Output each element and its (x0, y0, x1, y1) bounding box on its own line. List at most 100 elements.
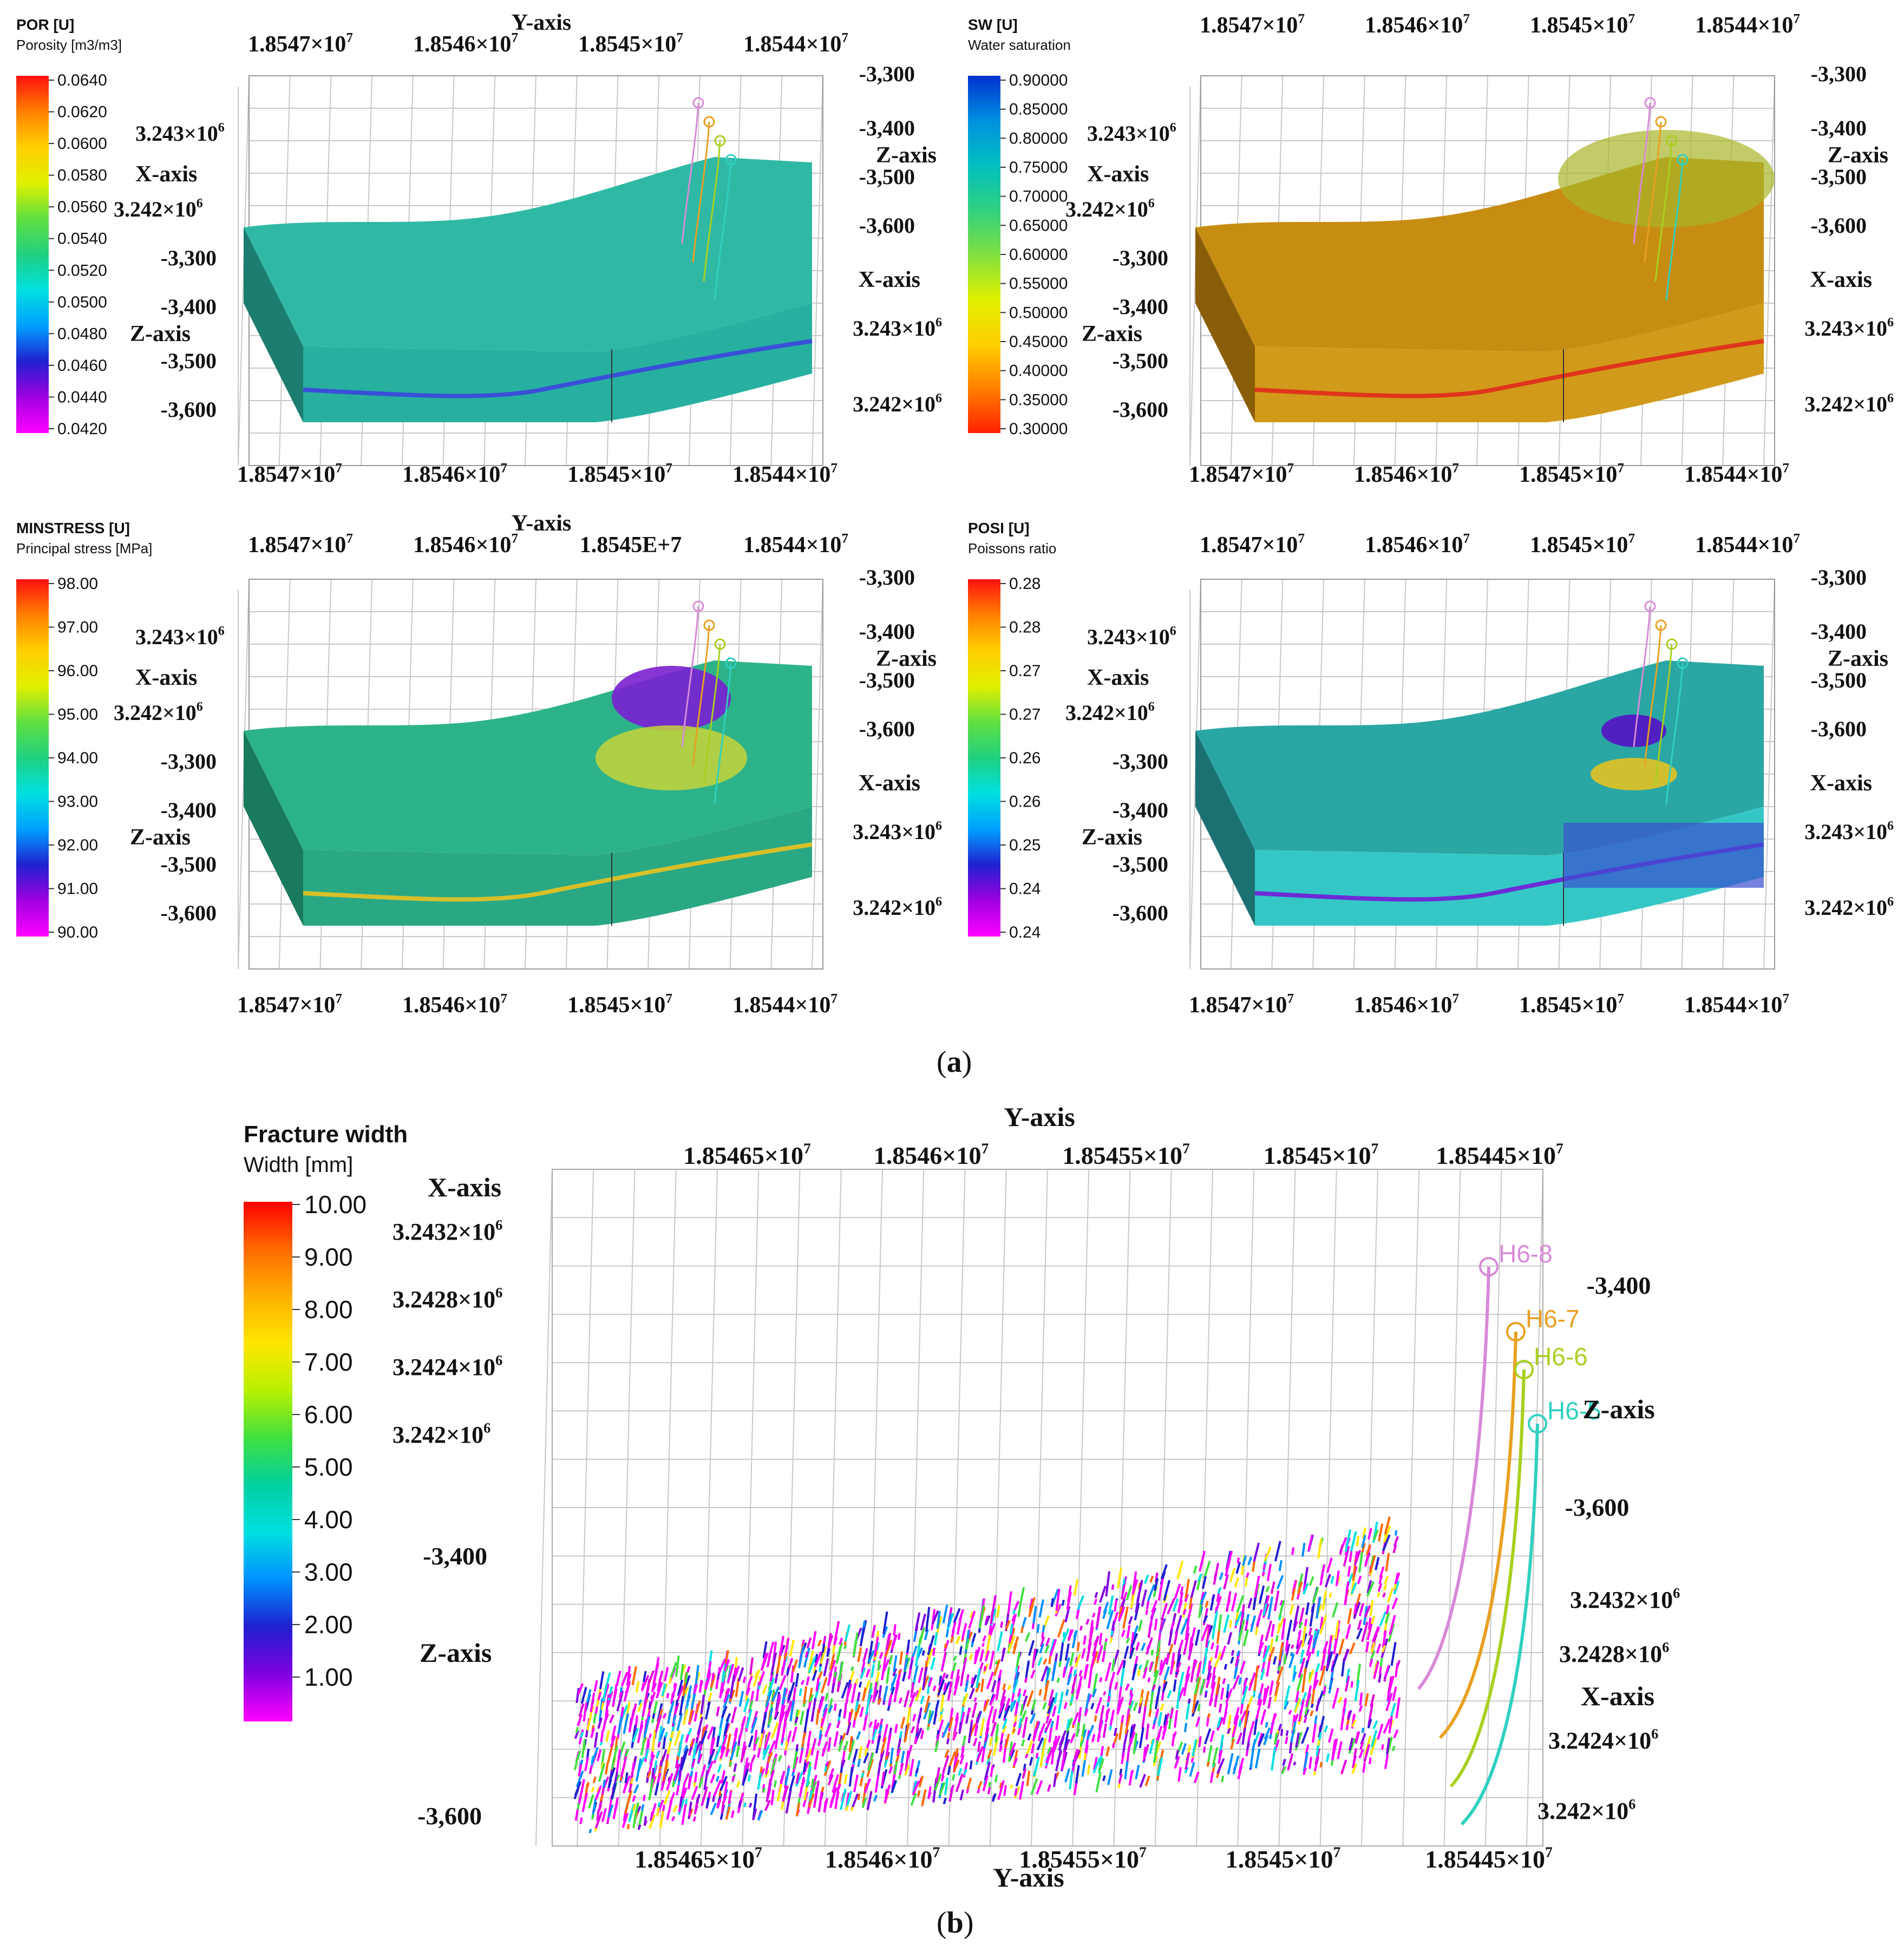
fracture-segment (779, 1773, 785, 1784)
fracture-segment (1123, 1646, 1129, 1659)
fracture-segment (859, 1706, 864, 1718)
fracture-segment (829, 1653, 835, 1670)
fracture-segment (882, 1611, 888, 1634)
fracture-segment (1375, 1557, 1380, 1570)
fracture-segment (1179, 1672, 1185, 1687)
fracture-segment (1009, 1623, 1013, 1635)
fracture-segment (1314, 1748, 1321, 1765)
fracture-segment (591, 1698, 594, 1705)
fracture-segment (1302, 1583, 1309, 1595)
fracture-segment (1203, 1560, 1211, 1579)
fracture-segment (1076, 1675, 1083, 1694)
fracture-segment (1175, 1615, 1182, 1634)
fracture-segment (577, 1683, 584, 1694)
fracture-segment (710, 1739, 714, 1753)
fracture-segment (685, 1734, 690, 1743)
fracture-segment (673, 1730, 681, 1746)
fracture-segment (1194, 1629, 1200, 1646)
fracture-segment (1210, 1642, 1215, 1650)
z-tick-right: -3,600 (1565, 1494, 1630, 1521)
well-trajectory (692, 121, 710, 263)
z-axis-title-left: Z-axis (1082, 825, 1142, 850)
fracture-segment (986, 1671, 994, 1689)
fracture-segment (1285, 1736, 1288, 1744)
y-tick-top: 1.8547×107 (248, 30, 353, 57)
fracture-segment (1180, 1618, 1189, 1635)
well-trajectory (692, 625, 710, 767)
fracture-segment (1154, 1577, 1159, 1591)
fracture-segment (659, 1811, 664, 1829)
fracture-segment (583, 1702, 587, 1722)
fracture-segment (1303, 1767, 1307, 1776)
fracture-segment (1044, 1644, 1050, 1653)
fracture-segment (1267, 1697, 1272, 1709)
fracture-segment (1276, 1575, 1284, 1589)
fracture-segment (1116, 1567, 1123, 1589)
fracture-segment (668, 1776, 671, 1782)
fracture-segment (1267, 1646, 1275, 1662)
fracture-segment (893, 1680, 899, 1702)
model-top-surface (244, 157, 812, 352)
y-axis-title: Y-axis (512, 511, 571, 536)
fracture-segment (1104, 1715, 1109, 1723)
fracture-segment (753, 1669, 761, 1687)
z-tick-right: -3,300 (1811, 565, 1867, 590)
fracture-segment (1331, 1653, 1339, 1672)
fracture-segment (612, 1684, 618, 1707)
fracture-segment (692, 1816, 697, 1822)
fracture-segment (1209, 1594, 1215, 1611)
panel-por: POR [U] Porosity [m3/m3] 0.0640 0.0620 0.060… (0, 0, 952, 493)
fracture-segment (902, 1671, 907, 1682)
z-tick-left: -3,600 (161, 901, 217, 925)
fracture-segment (1075, 1765, 1080, 1784)
fracture-segment (708, 1791, 711, 1797)
fracture-segment (1378, 1575, 1383, 1584)
fracture-segment (1129, 1689, 1133, 1696)
fracture-segment (982, 1635, 987, 1642)
legend-tick-label: 0.27 (1009, 706, 1041, 724)
z-tick-right: -3,400 (1811, 619, 1867, 644)
fracture-segment (1308, 1627, 1313, 1636)
model-layer-band (303, 339, 813, 398)
fracture-segment (1066, 1719, 1070, 1729)
fracture-segment (711, 1672, 715, 1681)
fracture-segment (719, 1682, 724, 1697)
y-tick-top: 1.8547×107 (1200, 531, 1305, 558)
fracture-segment (1198, 1573, 1203, 1581)
x-axis-title-left: X-axis (1087, 665, 1149, 690)
fracture-segment (944, 1749, 950, 1758)
fracture-segment (806, 1676, 810, 1686)
fracture-segment (1000, 1621, 1004, 1628)
y-tick-bottom: 1.85445×107 (1425, 1844, 1553, 1873)
y-tick-top: 1.8545×107 (1264, 1140, 1379, 1169)
fracture-segment (853, 1704, 861, 1720)
fracture-segment (1187, 1642, 1194, 1661)
fracture-segment (695, 1700, 701, 1714)
fracture-segment (1238, 1719, 1242, 1727)
x-tick-left: 3.243×106 (135, 121, 225, 146)
caption-b: (b) (937, 1906, 974, 1940)
fracture-segment (1146, 1643, 1151, 1650)
legend-title: SW [U] (968, 16, 1018, 33)
model-front-face (1255, 303, 1764, 422)
fracture-segment (930, 1657, 936, 1670)
fracture-segment (749, 1761, 753, 1772)
fracture-segment (988, 1625, 992, 1636)
fracture-segment (917, 1707, 923, 1724)
fracture-segment (1014, 1702, 1019, 1717)
fracture-segment (1353, 1603, 1357, 1614)
fracture-segment (1072, 1712, 1079, 1726)
fracture-segment (735, 1745, 740, 1758)
fracture-segment (1187, 1614, 1190, 1621)
fracture-segment (632, 1809, 638, 1829)
fracture-segment (1026, 1690, 1034, 1707)
z-tick-left: -3,300 (161, 246, 217, 270)
fracture-segment (1218, 1614, 1222, 1632)
fracture-segment (839, 1638, 843, 1645)
well-trajectory (681, 102, 699, 244)
fracture-segment (762, 1744, 770, 1760)
fracture-segment (844, 1624, 851, 1642)
fracture-segment (1335, 1570, 1340, 1587)
well-trajectory (1654, 140, 1673, 282)
fracture-segment (1114, 1682, 1118, 1690)
